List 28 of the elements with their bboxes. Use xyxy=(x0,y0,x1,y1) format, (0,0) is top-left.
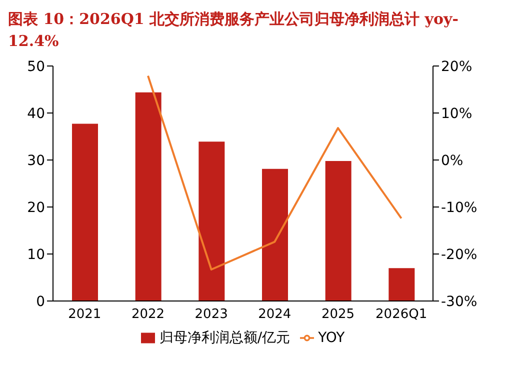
y2-tick-label: -10% xyxy=(441,200,478,216)
y2-tick-label: -30% xyxy=(441,294,478,310)
x-tick-label: 2021 xyxy=(68,307,102,322)
x-tick-label: 2024 xyxy=(258,307,292,322)
y-tick-label: 50 xyxy=(27,58,45,75)
x-tick-label: 2023 xyxy=(194,307,228,322)
bar xyxy=(72,124,98,301)
y-tick-label: 30 xyxy=(27,152,45,169)
x-tick-label: 2022 xyxy=(131,307,165,322)
y2-tick-label: 0% xyxy=(441,152,464,169)
y2-tick-label: -20% xyxy=(441,246,478,263)
chart-title: 图表 10：2026Q1 北交所消费服务产业公司归母净利润总计 yoy-12.4% xyxy=(8,9,460,52)
y-tick-label: 20 xyxy=(27,200,45,216)
x-tick-label: 2026Q1 xyxy=(376,307,428,322)
bar xyxy=(198,142,225,301)
y-tick-label: 10 xyxy=(27,246,45,263)
line-series xyxy=(147,74,402,271)
legend-label: YOY xyxy=(318,330,345,346)
legend-label: 归母净利润总额/亿元 xyxy=(159,330,290,346)
y2-tick-label: 20% xyxy=(441,58,472,75)
bar xyxy=(262,168,288,301)
bar xyxy=(325,160,352,301)
bar xyxy=(388,268,415,301)
y2-tick-label: 10% xyxy=(441,106,472,122)
bar xyxy=(135,92,162,301)
y-tick-label: 0 xyxy=(36,294,45,310)
x-tick-label: 2025 xyxy=(321,307,355,322)
y-tick-label: 40 xyxy=(27,106,45,122)
